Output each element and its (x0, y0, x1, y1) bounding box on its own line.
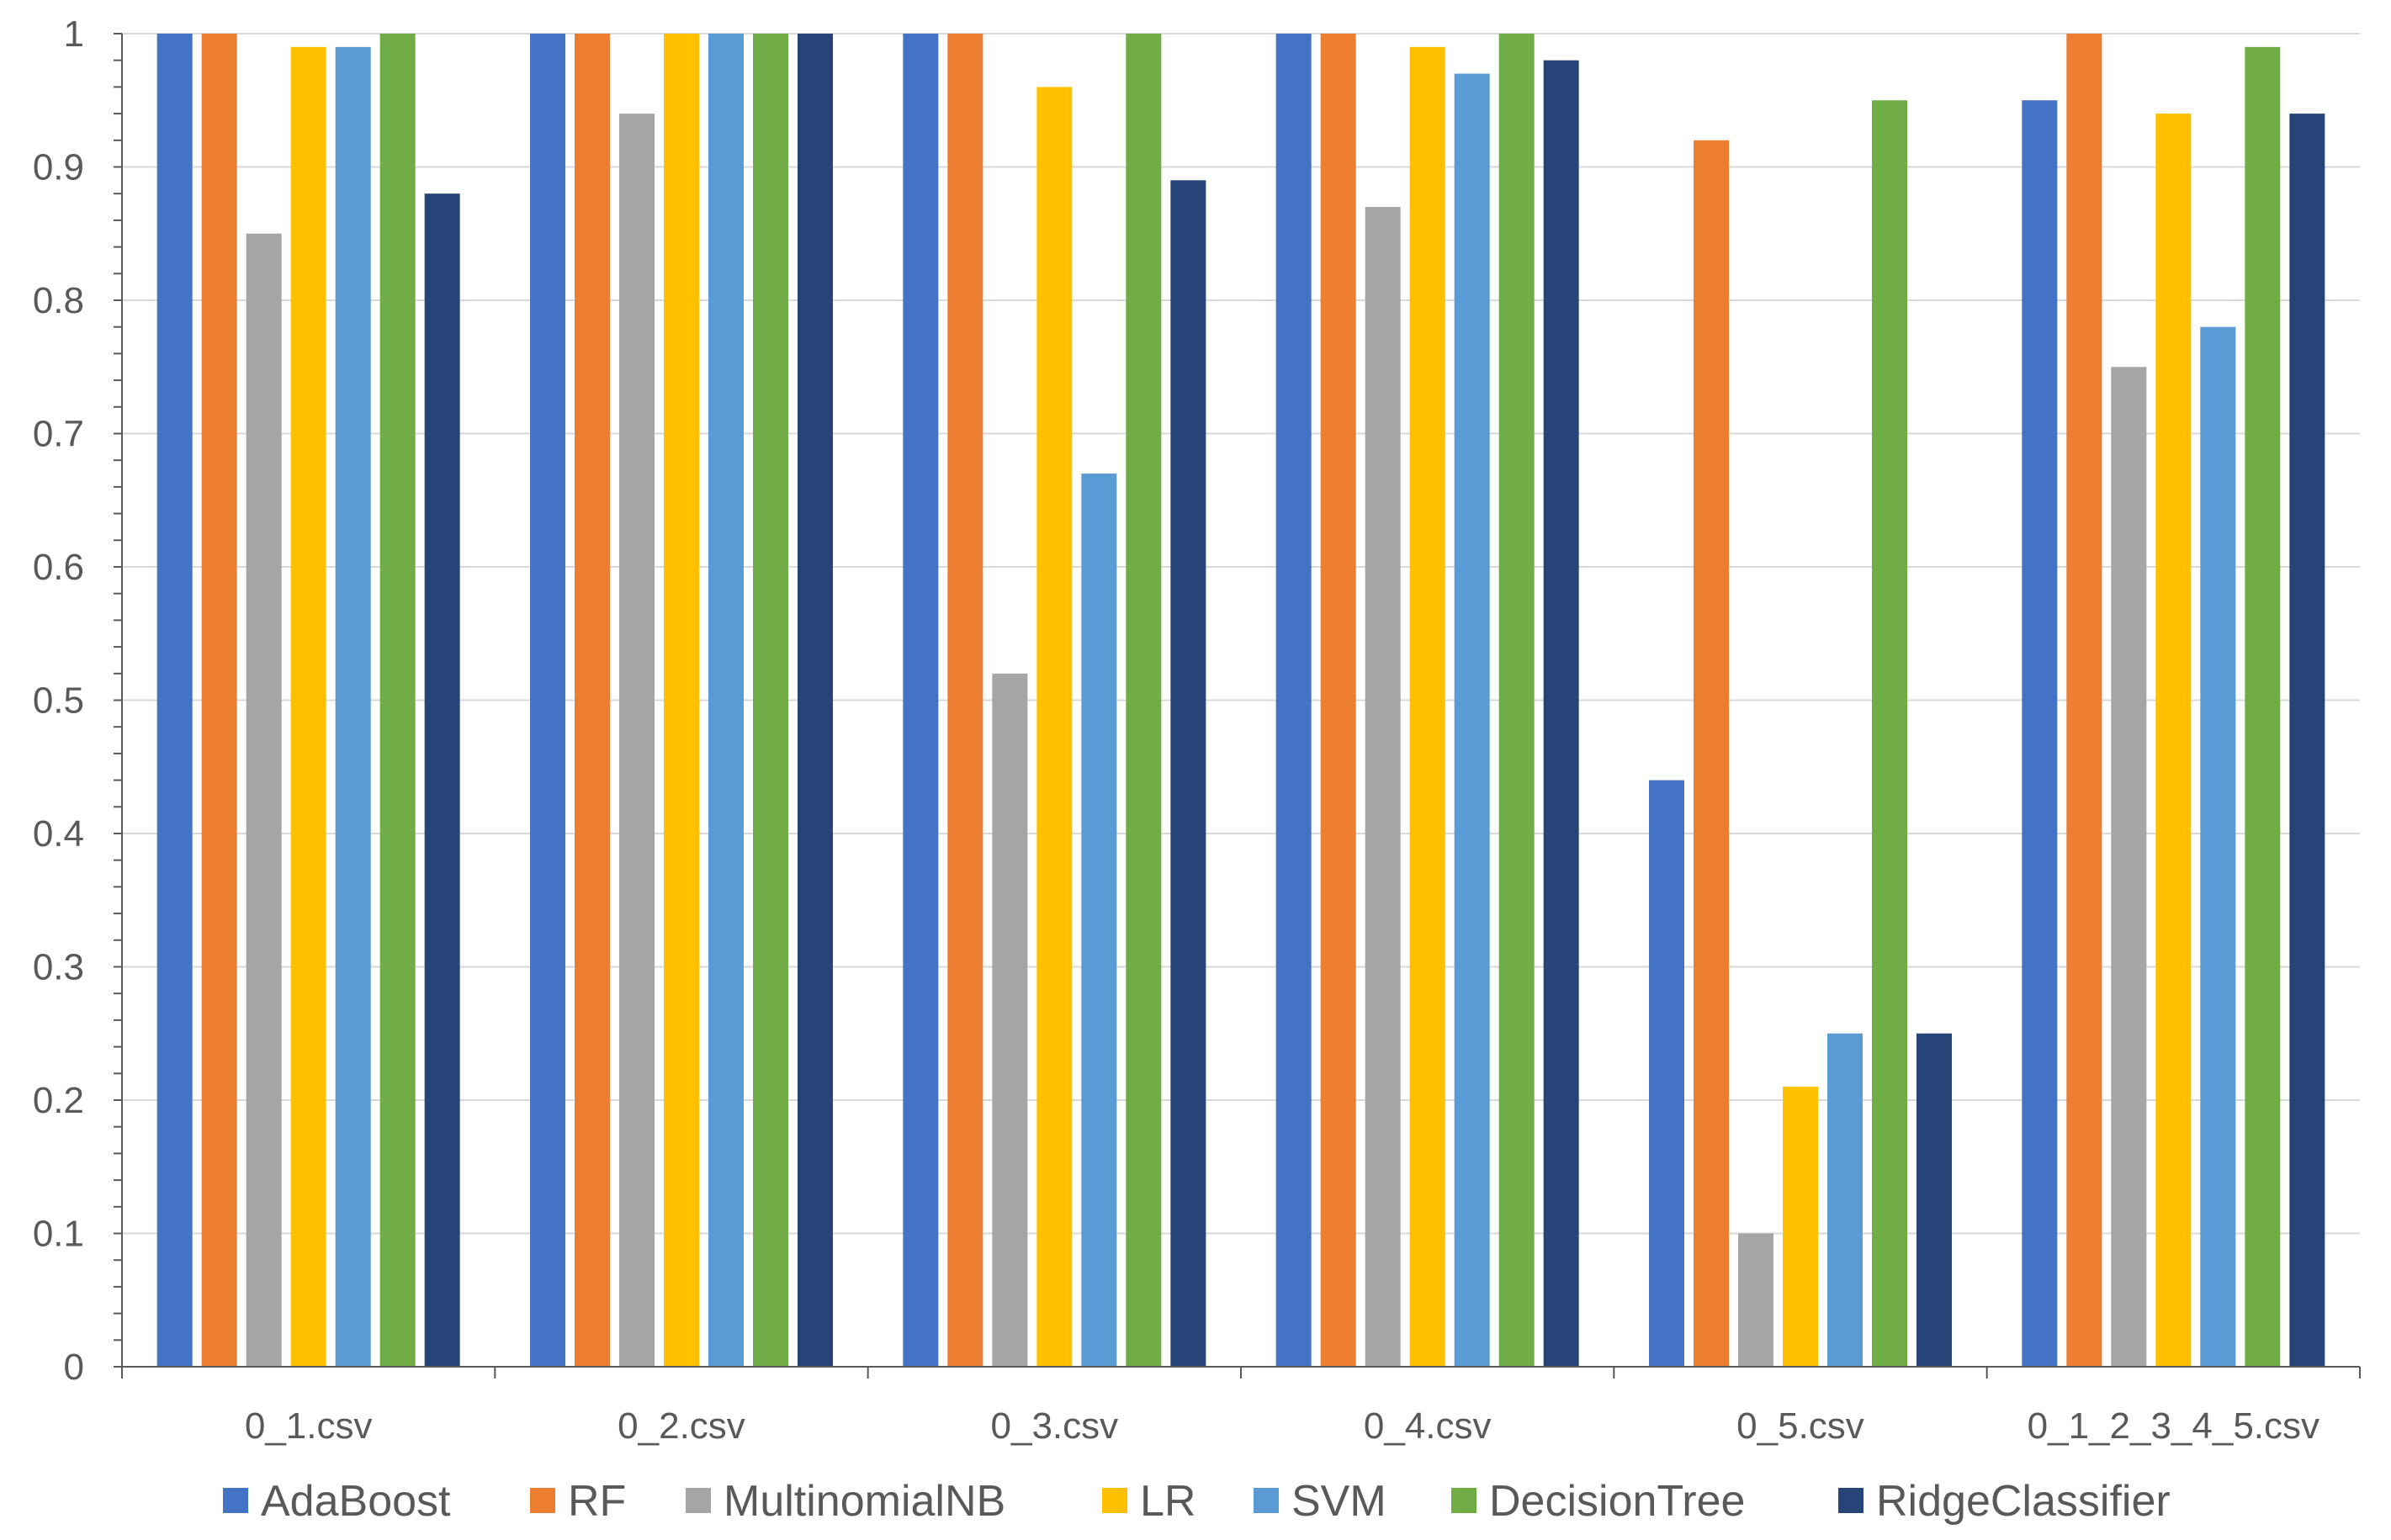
legend-swatch-ridgeclassifier (1838, 1488, 1863, 1513)
y-tick-label: 0.3 (33, 947, 84, 988)
bar-svm-1 (335, 46, 371, 1368)
x-tick-label: 0_5.csv (1736, 1405, 1864, 1447)
legend-swatch-rf (530, 1488, 555, 1513)
bar-multinomialnb-4 (1365, 207, 1401, 1367)
legend-swatch-multinomialnb (686, 1488, 711, 1513)
y-tick-label: 1 (64, 13, 84, 55)
legend-swatch-lr (1102, 1488, 1127, 1513)
bar-svm-2 (708, 34, 744, 1367)
bar-decisiontree-4 (1498, 34, 1535, 1367)
bar-svm-6 (2200, 326, 2236, 1368)
y-tick-label: 0.7 (33, 414, 84, 455)
bar-multinomialnb-1 (246, 233, 282, 1367)
bars (156, 34, 2325, 1368)
x-tick-label: 0_3.csv (991, 1405, 1119, 1447)
legend-label-lr: LR (1140, 1477, 1196, 1526)
bar-ridgeclassifier-2 (798, 34, 833, 1367)
bar-decisiontree-5 (1872, 100, 1907, 1367)
bar-ridgeclassifier-1 (424, 193, 460, 1368)
bar-lr-6 (2155, 114, 2192, 1368)
bar-adaboost-6 (2022, 100, 2058, 1367)
gridlines (122, 33, 2360, 1235)
bar-rf-1 (201, 34, 237, 1367)
bar-multinomialnb-6 (2111, 367, 2147, 1367)
y-tick-label: 0.1 (33, 1214, 84, 1255)
bar-rf-4 (1320, 34, 1356, 1367)
bar-multinomialnb-3 (992, 673, 1028, 1367)
legend-swatch-decisiontree (1451, 1488, 1476, 1513)
x-axis-ticks: 0_1.csv 0_2.csv 0_3.csv 0_4.csv 0_5.csv 0_1_2… (245, 1405, 2319, 1447)
x-tick-label: 0_4.csv (1364, 1405, 1492, 1447)
legend-label-multinomialnb: MultinomialNB (724, 1477, 1005, 1526)
bar-adaboost-3 (903, 34, 939, 1367)
bar-adaboost-4 (1275, 34, 1312, 1367)
axes (114, 33, 2361, 1379)
bar-adaboost-1 (156, 34, 193, 1367)
bar-decisiontree-1 (379, 34, 416, 1367)
y-tick-label: 0.4 (33, 813, 84, 855)
y-tick-label: 0.9 (33, 147, 84, 188)
x-tick-label: 0_1_2_3_4_5.csv (2028, 1405, 2319, 1447)
bar-multinomialnb-2 (619, 114, 655, 1368)
bar-rf-5 (1694, 140, 1729, 1367)
y-axis-ticks: 0 0.1 0.2 0.3 0.4 0.5 0.6 0.7 0.8 0.9 1 (33, 13, 84, 1388)
y-tick-label: 0 (64, 1347, 84, 1388)
bar-svm-3 (1081, 474, 1117, 1367)
bar-ridgeclassifier-6 (2289, 114, 2325, 1368)
bar-ridgeclassifier-5 (1917, 1033, 1952, 1367)
bar-decisiontree-2 (753, 34, 788, 1367)
bar-rf-3 (947, 34, 983, 1367)
bar-lr-4 (1409, 46, 1445, 1368)
legend-label-rf: RF (568, 1477, 626, 1526)
x-tick-label: 0_2.csv (618, 1405, 745, 1447)
bar-rf-6 (2066, 34, 2102, 1367)
bar-ridgeclassifier-3 (1170, 180, 1206, 1368)
legend-label-svm: SVM (1291, 1477, 1386, 1526)
legend-label-decisiontree: DecisionTree (1489, 1477, 1745, 1526)
legend-swatch-adaboost (223, 1488, 248, 1513)
bar-lr-1 (290, 46, 326, 1368)
legend-label-adaboost: AdaBoost (261, 1477, 451, 1526)
bar-adaboost-2 (530, 34, 565, 1367)
bar-svm-4 (1454, 73, 1490, 1367)
bar-lr-2 (664, 34, 699, 1367)
bar-ridgeclassifier-4 (1543, 60, 1579, 1368)
bar-decisiontree-3 (1126, 34, 1162, 1367)
bar-svm-5 (1827, 1033, 1863, 1367)
bar-lr-3 (1036, 87, 1073, 1367)
y-tick-label: 0.6 (33, 547, 84, 588)
legend-label-ridgeclassifier: RidgeClassifier (1876, 1477, 2171, 1526)
y-tick-label: 0.8 (33, 280, 84, 321)
y-tick-label: 0.2 (33, 1080, 84, 1121)
bar-adaboost-5 (1649, 780, 1684, 1367)
bar-lr-5 (1783, 1087, 1818, 1367)
bar-decisiontree-6 (2245, 46, 2281, 1368)
x-tick-label: 0_1.csv (245, 1405, 373, 1447)
y-tick-label: 0.5 (33, 680, 84, 722)
bar-rf-2 (575, 34, 610, 1367)
bar-multinomialnb-5 (1738, 1233, 1773, 1367)
legend-swatch-svm (1254, 1488, 1279, 1513)
legend: AdaBoost RF MultinomialNB LR SVM DecisionTree… (223, 1477, 2171, 1526)
